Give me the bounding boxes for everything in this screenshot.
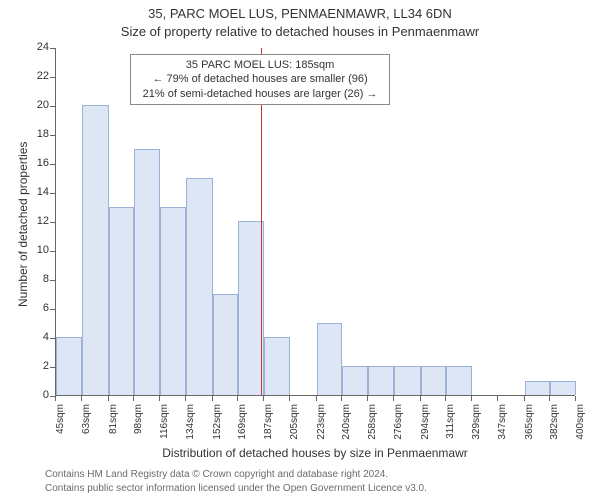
histogram-bar	[264, 337, 290, 395]
y-tick-label: 6	[29, 302, 49, 314]
x-tick-label: 329sqm	[471, 404, 482, 444]
y-tick-label: 8	[29, 273, 49, 285]
histogram-bar	[82, 105, 108, 395]
histogram-bar	[238, 221, 264, 395]
x-tick-mark	[549, 396, 550, 401]
x-tick-label: 365sqm	[524, 404, 535, 444]
x-tick-label: 294sqm	[420, 404, 431, 444]
y-tick-mark	[50, 280, 55, 281]
y-tick-mark	[50, 367, 55, 368]
x-tick-label: 152sqm	[212, 404, 223, 444]
y-tick-label: 16	[29, 157, 49, 169]
histogram-bar	[213, 294, 238, 396]
histogram-bar	[525, 381, 550, 396]
x-tick-mark	[108, 396, 109, 401]
x-tick-label: 347sqm	[497, 404, 508, 444]
histogram-bar	[342, 366, 368, 395]
annotation-line3: 21% of semi-detached houses are larger (…	[137, 87, 383, 101]
x-tick-mark	[471, 396, 472, 401]
histogram-bar	[446, 366, 472, 395]
x-tick-mark	[445, 396, 446, 401]
x-tick-label: 81sqm	[108, 404, 119, 444]
x-tick-label: 63sqm	[81, 404, 92, 444]
x-tick-label: 134sqm	[185, 404, 196, 444]
histogram-bar	[317, 323, 342, 396]
x-tick-mark	[159, 396, 160, 401]
y-tick-label: 10	[29, 244, 49, 256]
x-tick-mark	[237, 396, 238, 401]
histogram-bar	[421, 366, 446, 395]
y-tick-mark	[50, 309, 55, 310]
y-tick-mark	[50, 106, 55, 107]
y-tick-mark	[50, 193, 55, 194]
x-tick-mark	[289, 396, 290, 401]
y-tick-label: 4	[29, 331, 49, 343]
x-tick-mark	[133, 396, 134, 401]
x-tick-label: 382sqm	[549, 404, 560, 444]
x-tick-mark	[367, 396, 368, 401]
histogram-bar	[186, 178, 212, 396]
y-tick-label: 22	[29, 70, 49, 82]
x-tick-mark	[575, 396, 576, 401]
annotation-box: 35 PARC MOEL LUS: 185sqm ← 79% of detach…	[130, 54, 390, 105]
histogram-bar	[56, 337, 82, 395]
x-tick-mark	[524, 396, 525, 401]
x-tick-mark	[212, 396, 213, 401]
histogram-bar	[109, 207, 134, 396]
y-tick-label: 18	[29, 128, 49, 140]
x-tick-mark	[81, 396, 82, 401]
footer-line1: Contains HM Land Registry data © Crown c…	[45, 468, 388, 481]
y-axis-label: Number of detached properties	[16, 142, 30, 307]
annotation-line2: ← 79% of detached houses are smaller (96…	[137, 72, 383, 86]
x-tick-label: 45sqm	[55, 404, 66, 444]
y-tick-mark	[50, 48, 55, 49]
y-tick-label: 14	[29, 186, 49, 198]
x-tick-label: 400sqm	[575, 404, 586, 444]
y-tick-mark	[50, 222, 55, 223]
title-line1: 35, PARC MOEL LUS, PENMAENMAWR, LL34 6DN	[0, 6, 600, 21]
histogram-bar	[394, 366, 420, 395]
x-axis-label: Distribution of detached houses by size …	[55, 446, 575, 460]
title-line2: Size of property relative to detached ho…	[0, 24, 600, 39]
x-tick-label: 276sqm	[393, 404, 404, 444]
x-tick-label: 223sqm	[316, 404, 327, 444]
x-tick-label: 258sqm	[367, 404, 378, 444]
x-tick-label: 240sqm	[341, 404, 352, 444]
y-tick-mark	[50, 135, 55, 136]
footer-line2: Contains public sector information licen…	[45, 482, 427, 495]
y-tick-label: 24	[29, 41, 49, 53]
x-tick-mark	[393, 396, 394, 401]
x-tick-mark	[55, 396, 56, 401]
x-tick-mark	[497, 396, 498, 401]
annotation-line1: 35 PARC MOEL LUS: 185sqm	[137, 58, 383, 72]
x-tick-mark	[420, 396, 421, 401]
y-tick-mark	[50, 77, 55, 78]
x-tick-label: 311sqm	[445, 404, 456, 444]
histogram-bar	[550, 381, 576, 396]
x-tick-mark	[316, 396, 317, 401]
y-tick-label: 12	[29, 215, 49, 227]
histogram-bar	[134, 149, 160, 396]
x-tick-label: 98sqm	[133, 404, 144, 444]
histogram-bar	[160, 207, 186, 396]
y-tick-label: 2	[29, 360, 49, 372]
y-tick-mark	[50, 338, 55, 339]
x-tick-label: 187sqm	[263, 404, 274, 444]
x-tick-label: 205sqm	[289, 404, 300, 444]
x-tick-label: 116sqm	[159, 404, 170, 444]
histogram-bar	[368, 366, 394, 395]
y-tick-mark	[50, 251, 55, 252]
x-tick-mark	[263, 396, 264, 401]
x-tick-mark	[341, 396, 342, 401]
y-tick-label: 0	[29, 389, 49, 401]
y-tick-label: 20	[29, 99, 49, 111]
x-tick-mark	[185, 396, 186, 401]
y-tick-mark	[50, 164, 55, 165]
x-tick-label: 169sqm	[237, 404, 248, 444]
